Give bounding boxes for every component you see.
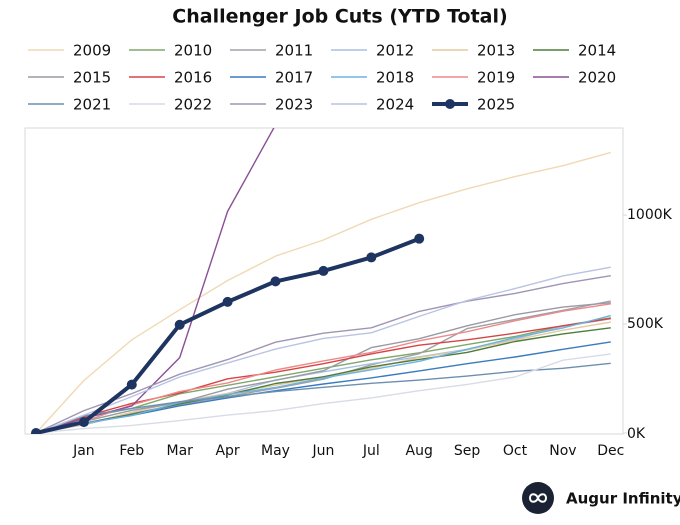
y-tick-label: 1000K (627, 207, 673, 223)
series-line (35, 353, 611, 434)
legend-label: 2024 (376, 96, 414, 114)
x-tick-label: Aug (406, 443, 433, 459)
legend-label: 2011 (275, 42, 313, 60)
series-line (35, 236, 420, 434)
legend-label: 2025 (477, 96, 515, 114)
legend-label: 2013 (477, 42, 515, 60)
legend-label: 2017 (275, 69, 313, 87)
legend-label: 2016 (174, 69, 212, 87)
series-line (35, 151, 611, 434)
series-marker (366, 252, 377, 263)
x-tick-label: Jul (362, 443, 380, 459)
legend-label: 2009 (73, 42, 111, 60)
series-marker (31, 428, 41, 434)
series-marker (78, 417, 89, 428)
legend-label: 2022 (174, 96, 212, 114)
series-marker (270, 276, 281, 287)
x-tick-label: Mar (166, 443, 193, 459)
x-tick-label: Sep (454, 443, 481, 459)
legend-label: 2015 (73, 69, 111, 87)
x-tick-label: Jun (311, 443, 334, 459)
legend-label: 2012 (376, 42, 414, 60)
x-tick-label: Apr (215, 443, 239, 459)
series-marker (126, 379, 137, 390)
legend-label: 2021 (73, 96, 111, 114)
brand-icon (528, 493, 548, 503)
plot-frame (24, 127, 624, 435)
series-line (35, 327, 611, 434)
legend-label: 2020 (578, 69, 616, 87)
series-line (35, 266, 611, 434)
series-line (35, 314, 611, 434)
legend-label: 2023 (275, 96, 313, 114)
series-line (35, 317, 611, 434)
y-tick-label: 500K (627, 316, 664, 332)
series-line (35, 275, 611, 434)
x-tick-label: Nov (549, 443, 576, 459)
series-line (35, 303, 611, 434)
x-tick-label: Oct (503, 443, 528, 459)
series-line (35, 128, 275, 434)
series-line (35, 362, 611, 434)
x-tick-label: Dec (597, 443, 624, 459)
legend-label: 2019 (477, 69, 515, 87)
legend-label: 2014 (578, 42, 616, 60)
series-marker (414, 233, 425, 244)
series-marker (174, 319, 185, 330)
y-tick-label: 0K (627, 426, 646, 442)
x-tick-label: Jan (72, 443, 95, 459)
series-line (35, 302, 611, 434)
plot-lines (31, 128, 611, 434)
legend-label: 2018 (376, 69, 414, 87)
legend-label: 2010 (174, 42, 212, 60)
legend-marker (445, 99, 455, 109)
chart-title: Challenger Job Cuts (YTD Total) (172, 6, 507, 28)
brand-name: Augur Infinity (566, 490, 680, 508)
series-marker (318, 265, 329, 276)
series-marker (222, 296, 233, 307)
x-tick-label: May (261, 443, 290, 459)
x-tick-label: Feb (119, 443, 144, 459)
